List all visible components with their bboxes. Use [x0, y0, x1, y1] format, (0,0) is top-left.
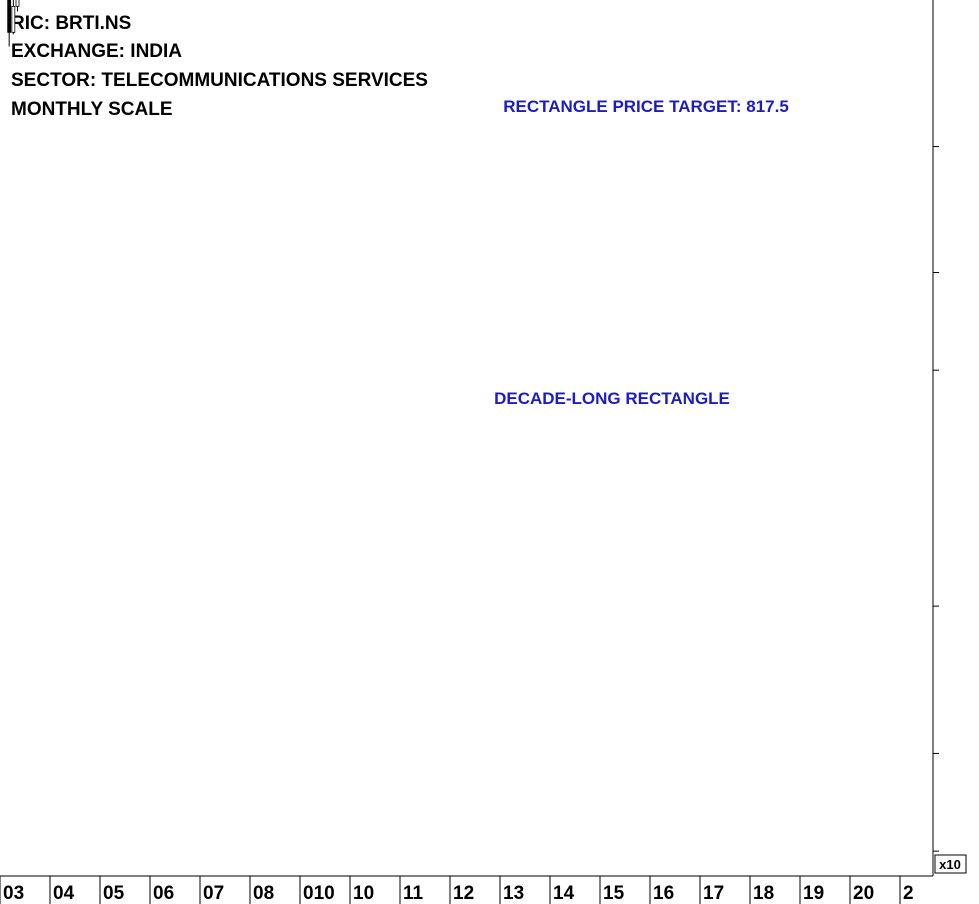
x-tick-label: 2	[903, 883, 914, 904]
price-axis: 150100 x10	[932, 0, 967, 876]
axis-multiplier: x10	[939, 857, 961, 872]
exchange-label: EXCHANGE: INDIA	[11, 41, 183, 62]
candle	[15, 0, 20, 12]
x-tick-label: 14	[553, 883, 575, 904]
x-tick-label: 15	[603, 883, 625, 904]
annotations-layer: RECTANGLE PRICE TARGET: 817.5 DECADE-LON…	[494, 97, 789, 408]
candle	[11, 0, 16, 35]
candles-layer	[7, 0, 20, 47]
x-tick-label: 17	[703, 883, 724, 904]
x-tick-label: 08	[253, 883, 274, 904]
x-tick-label: 12	[453, 883, 474, 904]
scale-label: MONTHLY SCALE	[11, 99, 173, 120]
x-tick-label: 19	[803, 883, 824, 904]
x-tick-label: 18	[753, 883, 774, 904]
x-tick-label: 16	[653, 883, 674, 904]
x-tick-label: 11	[403, 883, 424, 904]
pattern-label: DECADE-LONG RECTANGLE	[494, 389, 730, 408]
x-tick-label: 20	[853, 883, 874, 904]
x-tick-label: 06	[153, 883, 174, 904]
target-label: RECTANGLE PRICE TARGET: 817.5	[503, 97, 789, 116]
candle	[7, 0, 12, 47]
ric-label: RIC: BRTI.NS	[11, 13, 132, 34]
time-axis: 03 04 05 06 07 08 010 10 11 12 13 14 15 16 17 18 19 20 2	[0, 875, 933, 904]
multiplier-box	[934, 854, 967, 874]
x-tick-label: 03	[3, 883, 24, 904]
sector-label: SECTOR: TELECOMMUNICATIONS SERVICES	[11, 70, 428, 91]
x-tick-label: 07	[203, 883, 224, 904]
x-tick-label: 010	[303, 883, 335, 904]
x-tick-label: 10	[353, 883, 374, 904]
x-tick-label: 04	[53, 883, 75, 904]
x-tick-label: 05	[103, 883, 125, 904]
x-tick-label: 13	[503, 883, 524, 904]
